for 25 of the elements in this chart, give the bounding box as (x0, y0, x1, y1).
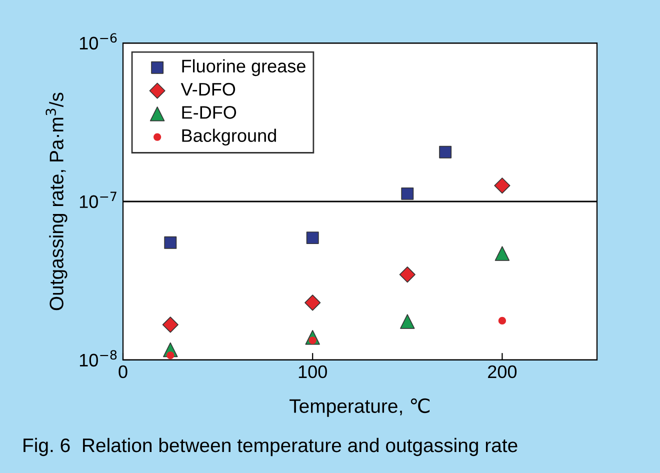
y-tick-label: 10$^{−7}$ (80, 192, 116, 208)
point (162, 316, 178, 333)
x-tick-label: 200 (488, 365, 517, 378)
point (304, 294, 321, 311)
legend-label: V-DFO (180, 82, 236, 96)
legend-label: Background (182, 128, 276, 146)
point (494, 246, 510, 261)
point (166, 352, 174, 360)
x-tick-label: 0 (118, 365, 128, 378)
point (306, 232, 319, 244)
y-tick-label: 10$^{−8}$ (80, 350, 117, 367)
point (400, 314, 415, 329)
point (498, 316, 506, 324)
legend-label: E-DFO (182, 106, 236, 119)
point (399, 266, 416, 283)
point (494, 178, 510, 194)
y-axis-title: Outgassing rate, Pa·m$^{3}$/s (46, 92, 68, 310)
point (401, 187, 414, 200)
y-tick-label: 10$^{−6}$ (80, 33, 117, 50)
point (164, 236, 177, 249)
x-tick-label: 100 (298, 365, 327, 378)
caption: Fig. 6 Relation between temperature and outgassing rate (24, 438, 518, 456)
point (439, 146, 452, 158)
x-axis-title: Temperature, ℃ (290, 398, 430, 417)
legend-label: Fluorine grease (182, 59, 306, 76)
